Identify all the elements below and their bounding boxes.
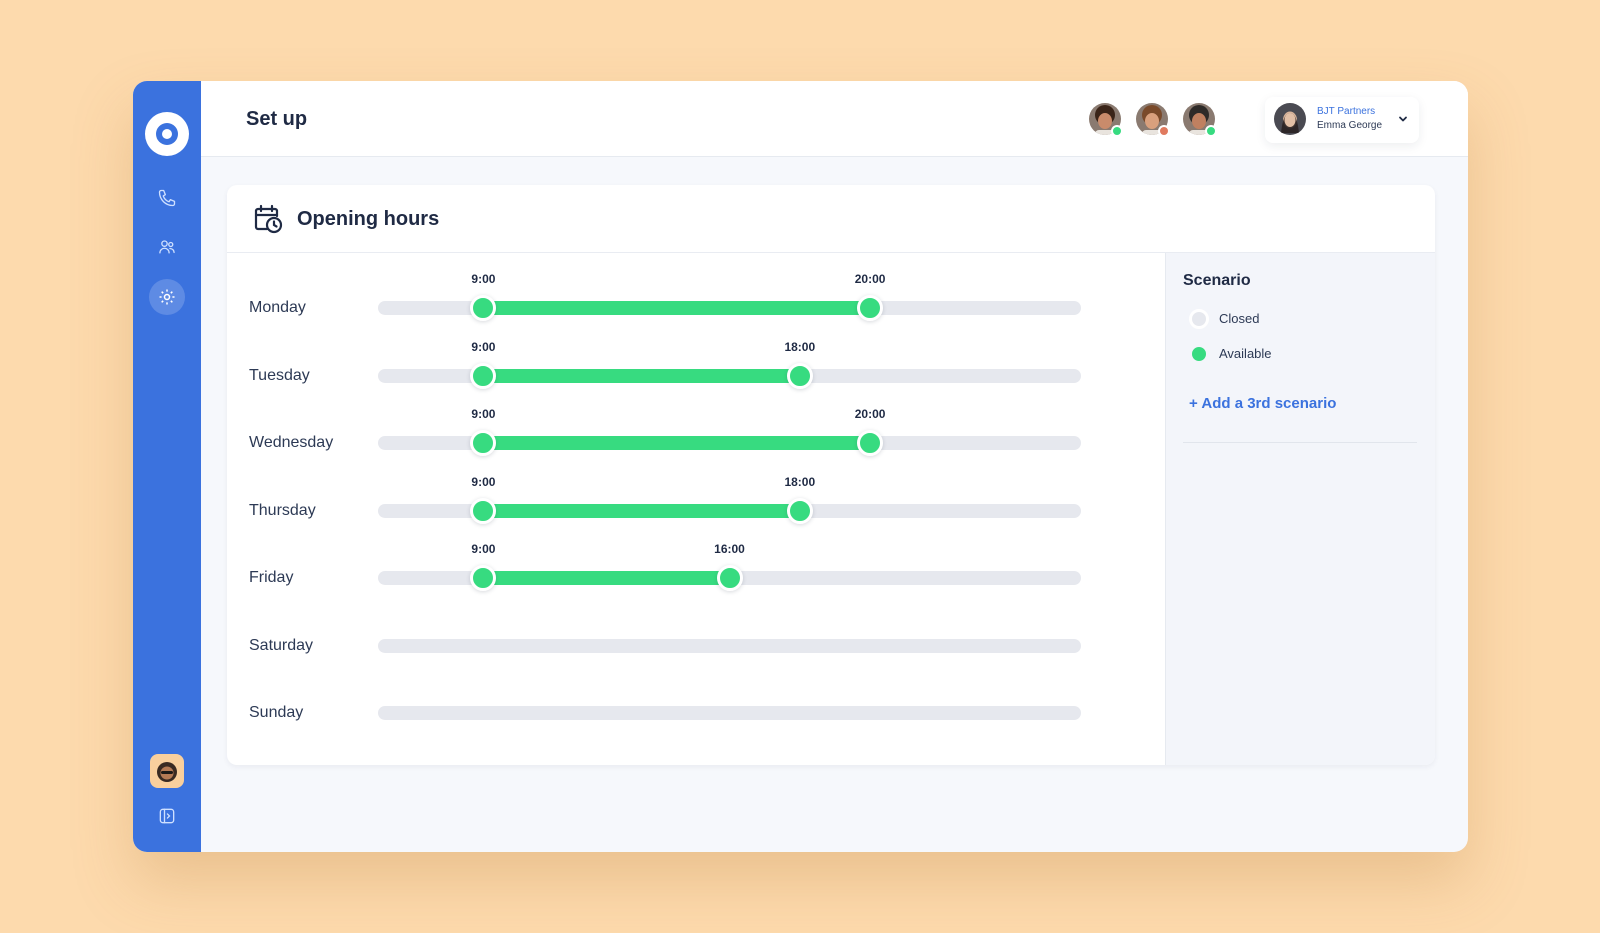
opening-hours-card: Opening hours Monday 9:00 20:00 Tuesday 9:00… <box>227 185 1435 765</box>
team-member-avatar[interactable] <box>1183 103 1217 137</box>
open-time-handle[interactable] <box>470 430 497 456</box>
open-time-label: 9:00 <box>471 339 496 354</box>
account-avatar <box>1274 103 1306 135</box>
hours-slider-monday[interactable] <box>378 301 1081 315</box>
topbar: Set up BJT Partners Emma George <box>201 81 1468 157</box>
open-range-fill <box>483 571 730 585</box>
open-time-label: 9:00 <box>471 474 496 489</box>
app-window: Set up BJT Partners Emma George <box>133 81 1468 852</box>
close-time-handle[interactable] <box>857 295 884 321</box>
close-time-label: 16:00 <box>714 542 745 556</box>
day-label-thursday: Thursday <box>249 501 316 519</box>
scenario-label-closed: Closed <box>1219 311 1260 326</box>
gear-icon[interactable] <box>149 279 185 315</box>
hours-slider-thursday[interactable] <box>378 503 1081 518</box>
scenario-panel: Scenario Closed Available + Add a 3rd sce… <box>1165 253 1435 765</box>
close-time-handle[interactable] <box>857 430 884 456</box>
open-range-fill <box>483 503 800 518</box>
close-time-handle[interactable] <box>716 565 743 591</box>
open-time-handle[interactable] <box>470 362 497 389</box>
status-dot <box>1111 125 1123 137</box>
divider <box>1183 442 1417 443</box>
day-label-wednesday: Wednesday <box>249 434 334 451</box>
day-label-sunday: Sunday <box>249 704 304 721</box>
open-range-fill <box>483 436 871 450</box>
open-range-fill <box>483 368 800 383</box>
chevron-down-icon <box>1399 116 1407 122</box>
scenario-label-available: Available <box>1219 346 1272 361</box>
hours-slider-saturday[interactable] <box>378 638 1081 653</box>
status-dot <box>1158 125 1170 137</box>
add-scenario-button[interactable]: + Add a 3rd scenario <box>1189 395 1337 412</box>
hours-slider-wednesday[interactable] <box>378 436 1081 450</box>
close-time-handle[interactable] <box>786 362 813 389</box>
team-member-avatar[interactable] <box>1136 103 1170 137</box>
scenario-radio-available[interactable] <box>1189 344 1209 364</box>
expand-panel-icon[interactable] <box>152 801 182 831</box>
account-name: Emma George <box>1317 120 1383 131</box>
close-time-handle[interactable] <box>786 497 813 524</box>
close-time-label: 18:00 <box>784 339 816 354</box>
open-time-handle[interactable] <box>470 295 497 321</box>
close-time-label: 20:00 <box>854 407 886 421</box>
close-time-label: 20:00 <box>854 272 886 286</box>
day-label-friday: Friday <box>249 569 294 586</box>
status-dot <box>1205 125 1217 137</box>
open-time-label: 9:00 <box>471 542 496 556</box>
team-member-avatar[interactable] <box>1089 103 1123 137</box>
open-time-handle[interactable] <box>470 497 497 524</box>
card-header: Opening hours <box>227 185 1435 253</box>
open-range-fill <box>483 301 871 315</box>
sidebar <box>133 81 201 852</box>
hours-slider-tuesday[interactable] <box>378 368 1081 383</box>
open-time-handle[interactable] <box>470 565 497 591</box>
day-label-tuesday: Tuesday <box>249 366 310 384</box>
day-label-monday: Monday <box>249 299 306 316</box>
open-time-label: 9:00 <box>471 407 496 421</box>
account-company: BJT Partners <box>1317 106 1376 117</box>
scenario-title: Scenario <box>1183 272 1251 289</box>
phone-icon[interactable] <box>152 183 182 213</box>
app-logo[interactable] <box>145 112 189 156</box>
hours-slider-sunday[interactable] <box>378 706 1081 720</box>
user-avatar[interactable] <box>150 754 184 788</box>
calendar-clock-icon <box>254 204 283 234</box>
scenario-radio-closed[interactable] <box>1189 309 1209 329</box>
contacts-icon[interactable] <box>152 232 182 262</box>
card-title: Opening hours <box>297 208 440 230</box>
page-title: Set up <box>246 108 308 130</box>
open-time-label: 9:00 <box>471 272 496 286</box>
close-time-label: 18:00 <box>784 474 816 489</box>
account-switcher[interactable]: BJT Partners Emma George <box>1265 97 1419 143</box>
day-label-saturday: Saturday <box>249 636 314 654</box>
